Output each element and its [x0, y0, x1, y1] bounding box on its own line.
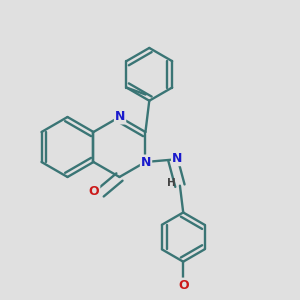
Text: H: H: [167, 178, 175, 188]
Text: O: O: [178, 279, 188, 292]
Text: N: N: [115, 110, 125, 124]
Text: N: N: [141, 155, 151, 169]
Text: N: N: [172, 152, 182, 165]
Text: O: O: [89, 185, 99, 198]
